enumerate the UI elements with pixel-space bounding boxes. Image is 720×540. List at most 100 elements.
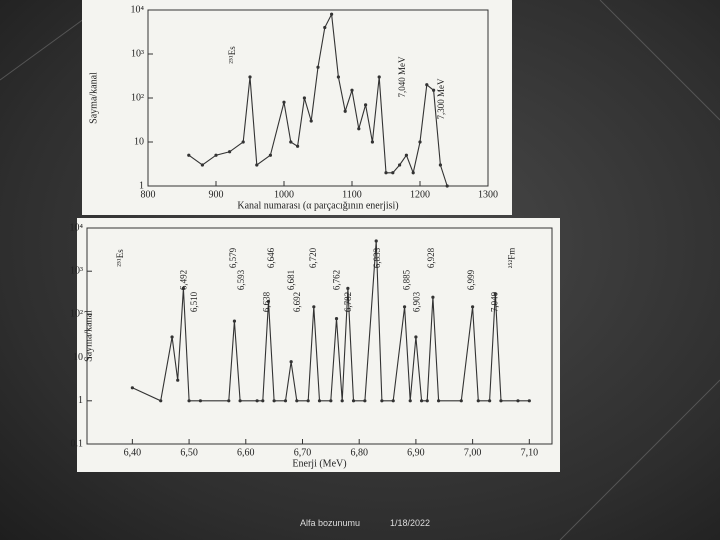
y-tick-label: 10² [131,92,144,103]
peak-label: 6,928 [426,247,436,268]
data-point [334,316,339,321]
data-point [255,163,259,167]
data-point [431,295,435,299]
peak-label: 6,579 [228,247,238,268]
data-point [499,399,503,403]
y-tick-label: 10⁴ [131,4,145,15]
peak-label: 6,646 [266,247,276,268]
data-point [432,88,436,92]
x-tick-label: 1000 [274,189,294,200]
x-tick-label: 1300 [478,189,498,200]
data-point [404,153,408,157]
peak-label: 6,638 [261,291,271,312]
data-point [323,25,327,30]
y-tick-label: 0.1 [71,438,84,449]
data-point [159,399,163,403]
data-point [391,399,395,403]
data-point [214,153,218,157]
peak-label: ²⁵¹Es [227,46,237,64]
data-point [343,109,347,113]
data-point [329,399,333,403]
y-tick-label: 10 [73,352,83,363]
x-tick-label: 6,40 [124,447,142,458]
y-tick-label: 10 [134,136,144,147]
data-point [445,184,449,188]
peak-label: ²⁵¹Es [115,249,125,267]
data-point [312,305,316,309]
data-point [198,399,203,403]
x-tick-label: 6,50 [180,447,198,458]
data-point [228,150,232,154]
data-point [227,399,231,403]
data-point [340,399,344,403]
data-point [459,399,463,403]
data-point [289,140,293,144]
data-point [438,163,442,167]
x-tick-label: 800 [141,189,156,200]
x-tick-label: 6,90 [407,447,425,458]
x-tick-label: 7,10 [521,447,539,458]
data-point [436,399,441,403]
peak-label: 6,681 [286,270,296,290]
x-tick-label: 7,00 [464,447,482,458]
data-point [187,153,191,157]
data-point [232,319,237,323]
peak-label: 7,040 MeV [397,56,407,97]
data-point [282,100,286,104]
data-point [317,399,322,403]
data-point [351,399,356,403]
data-point [370,140,374,144]
data-point [295,399,299,403]
data-point [316,65,320,69]
data-point [363,399,367,403]
data-point [296,144,300,148]
data-point [130,386,134,390]
data-point [419,399,424,403]
panel [77,218,560,472]
data-point [414,335,418,339]
peak-label: 6,593 [236,269,246,290]
data-point [402,305,407,309]
data-point [241,140,245,144]
data-point [418,140,422,144]
x-tick-label: 6,70 [294,447,312,458]
data-point [309,119,313,123]
x-axis-label: Enerji (MeV) [292,458,346,469]
peak-label: 6,885 [401,269,411,290]
data-point [364,103,368,107]
data-point [425,399,429,403]
footer-title: Alfa bozunumu [300,518,361,528]
data-point [248,75,252,79]
peak-label: 6,833 [372,247,382,268]
peak-label: ²⁵²Fm [506,248,516,269]
panel [82,0,512,215]
peak-label: 6,492 [179,270,189,290]
data-point [350,88,354,92]
y-tick-label: 10² [70,309,83,320]
data-point [380,399,384,403]
data-point [384,171,388,175]
data-point [255,399,259,403]
y-tick-label: 1 [139,180,144,191]
peak-label: 7,040 [489,291,499,312]
data-point [377,75,381,79]
data-point [488,399,492,403]
footer-date: 1/18/2022 [390,518,431,528]
data-point [330,12,334,16]
data-point [336,75,340,79]
data-point [200,163,204,167]
x-tick-label: 6,60 [237,447,255,458]
data-point [181,286,186,290]
data-point [266,299,271,303]
data-point [527,399,531,403]
data-point [391,171,395,175]
x-tick-label: 1100 [342,189,362,200]
y-axis-label: Sayma/kanal [83,310,94,362]
y-tick-label: 10³ [131,48,144,59]
data-point [176,378,180,382]
data-point [268,153,272,157]
peak-label: 6,692 [292,292,302,312]
data-point [493,292,497,296]
plot-frame [86,227,553,445]
peak-label: 6,999 [466,269,476,290]
